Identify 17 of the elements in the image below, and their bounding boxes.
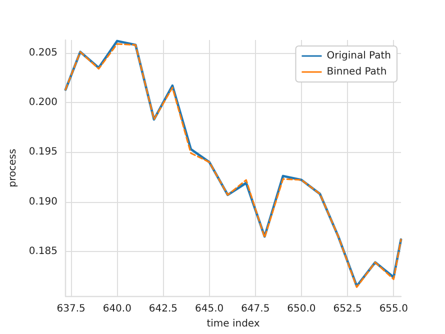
x-tick-label: 637.5 — [56, 304, 86, 315]
x-tick-label: 655.0 — [379, 304, 408, 315]
y-tick-label: 0.205 — [28, 47, 58, 58]
y-tick-label: 0.200 — [28, 97, 58, 108]
y-tick-label: 0.190 — [28, 196, 58, 208]
legend-label: Original Path — [326, 50, 392, 62]
y-tick-label: 0.195 — [28, 146, 58, 158]
x-axis-title: time index — [206, 318, 260, 330]
x-tick-label: 645.0 — [194, 304, 224, 315]
y-axis-title: process — [8, 148, 18, 188]
x-tick-label: 640.0 — [102, 304, 132, 315]
y-tick-label: 0.185 — [28, 246, 58, 257]
x-tick-label: 642.5 — [148, 304, 178, 315]
x-tick-label: 652.5 — [333, 304, 362, 315]
legend-label: Binned Path — [326, 66, 387, 78]
x-tick-label: 650.0 — [287, 304, 316, 315]
x-tick-label: 647.5 — [241, 304, 270, 315]
